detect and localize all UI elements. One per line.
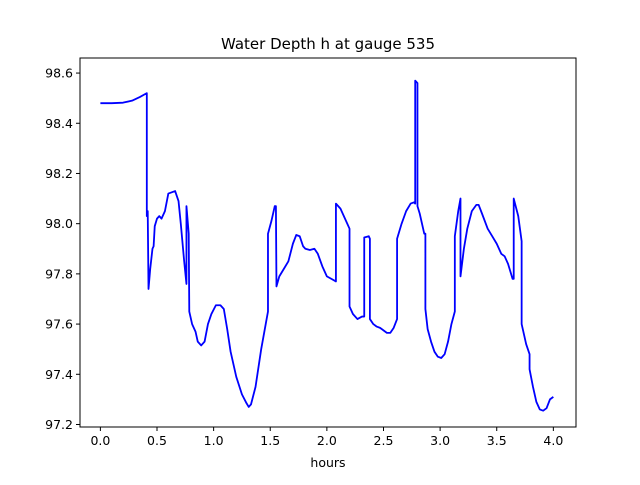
y-axis: 97.2 97.4 97.6 97.8 98.0 98.2 98.4 98.6 xyxy=(45,66,80,432)
y-tick-label: 98.0 xyxy=(45,216,73,231)
x-tick-label: 4.0 xyxy=(543,433,563,448)
y-tick-label: 98.6 xyxy=(45,66,73,81)
plot-area xyxy=(100,79,554,412)
y-tick-label: 97.2 xyxy=(45,417,73,432)
x-tick-label: 2.0 xyxy=(317,433,337,448)
y-tick-label: 97.4 xyxy=(45,367,73,382)
x-tick-label: 1.5 xyxy=(260,433,280,448)
x-tick-label: 0.5 xyxy=(147,433,167,448)
x-axis: 0.0 0.5 1.0 1.5 2.0 2.5 3.0 3.5 4.0 xyxy=(90,427,563,448)
x-tick-label: 3.5 xyxy=(487,433,507,448)
y-tick-label: 97.8 xyxy=(45,266,73,281)
x-tick-label: 1.0 xyxy=(204,433,224,448)
y-tick-label: 97.6 xyxy=(45,317,73,332)
y-tick-label: 98.4 xyxy=(45,116,73,131)
x-tick-label: 3.0 xyxy=(430,433,450,448)
chart-title: Water Depth h at gauge 535 xyxy=(221,35,435,53)
y-tick-label: 98.2 xyxy=(45,166,73,181)
series-line-1 xyxy=(100,79,554,412)
x-tick-label: 2.5 xyxy=(374,433,394,448)
axes-frame xyxy=(79,57,577,428)
x-tick-label: 0.0 xyxy=(90,433,110,448)
x-axis-label: hours xyxy=(310,455,345,470)
